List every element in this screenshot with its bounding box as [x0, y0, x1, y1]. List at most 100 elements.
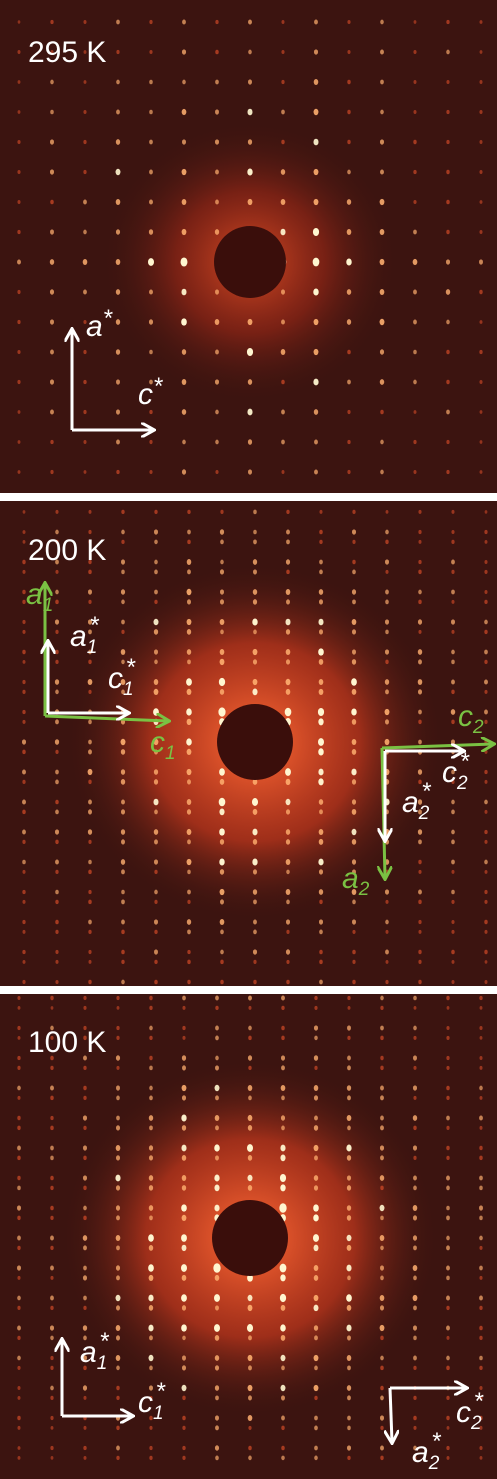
- spot: [148, 1325, 153, 1332]
- spot: [22, 930, 25, 934]
- spot: [418, 960, 421, 964]
- spot: [55, 870, 58, 874]
- spot: [380, 259, 385, 265]
- spot: [83, 996, 86, 1000]
- spot: [154, 930, 157, 934]
- spot: [413, 996, 417, 1001]
- spot: [149, 1036, 152, 1040]
- spot: [187, 510, 190, 514]
- spot: [116, 1386, 119, 1390]
- spot: [380, 1006, 383, 1010]
- spot: [215, 1026, 219, 1031]
- spot: [50, 1306, 53, 1310]
- spot: [116, 1155, 120, 1160]
- spot: [247, 1175, 252, 1182]
- spot: [17, 996, 20, 1000]
- beam-stop: [217, 704, 293, 780]
- spot: [182, 1245, 187, 1251]
- spot: [220, 889, 225, 895]
- spot: [446, 1146, 449, 1150]
- spot: [18, 410, 21, 414]
- spot: [418, 889, 422, 894]
- spot: [149, 1355, 154, 1361]
- spot: [413, 1036, 416, 1040]
- spot: [480, 410, 483, 414]
- spot: [479, 1246, 482, 1250]
- spot: [187, 900, 190, 904]
- spot: [451, 709, 455, 715]
- spot: [50, 1126, 53, 1131]
- spot: [446, 1336, 449, 1340]
- spot: [154, 570, 158, 575]
- spot: [446, 1295, 450, 1300]
- spot: [187, 829, 192, 835]
- spot: [149, 1426, 152, 1430]
- spot: [18, 110, 21, 114]
- spot: [446, 1325, 450, 1330]
- label-part: *: [99, 1328, 109, 1355]
- spot: [413, 50, 416, 54]
- spot: [451, 739, 455, 744]
- spot: [248, 50, 252, 55]
- spot: [116, 1125, 120, 1130]
- spot: [116, 996, 119, 1000]
- spot: [479, 1366, 482, 1370]
- spot: [248, 1115, 253, 1121]
- spot: [50, 1266, 54, 1271]
- spot: [17, 1026, 20, 1030]
- spot: [88, 950, 91, 954]
- spot: [83, 1456, 86, 1460]
- label-part: a: [86, 310, 103, 343]
- spot: [380, 1186, 383, 1190]
- spot: [380, 1125, 384, 1130]
- spot: [484, 530, 487, 534]
- spot: [17, 1146, 21, 1151]
- spot: [149, 1095, 153, 1100]
- spot: [319, 869, 323, 874]
- spot: [380, 1155, 384, 1160]
- spot: [149, 1305, 153, 1311]
- spot: [253, 949, 257, 954]
- spot: [479, 380, 482, 384]
- label-part: 2: [456, 773, 468, 794]
- spot: [22, 780, 25, 784]
- spot: [182, 1416, 185, 1421]
- spot: [446, 1416, 449, 1420]
- spot: [451, 540, 454, 544]
- spot: [280, 1184, 285, 1191]
- spot: [413, 259, 418, 265]
- spot: [446, 1366, 450, 1371]
- spot: [484, 930, 487, 934]
- label-part: a: [80, 1336, 97, 1369]
- spot: [22, 739, 26, 744]
- spot: [313, 1305, 318, 1312]
- spot: [116, 1066, 119, 1070]
- spot: [347, 1115, 352, 1121]
- spot: [17, 259, 21, 264]
- spot: [181, 1115, 186, 1122]
- spot: [50, 1085, 54, 1090]
- spot: [281, 1416, 285, 1421]
- spot: [314, 169, 319, 175]
- spot: [18, 80, 21, 84]
- spot: [18, 1036, 21, 1040]
- spot: [22, 860, 26, 865]
- spot: [17, 140, 20, 144]
- spot: [314, 1036, 318, 1041]
- spot: [215, 80, 219, 85]
- spot: [88, 510, 91, 514]
- spot: [347, 1385, 351, 1391]
- spot: [116, 50, 119, 54]
- spot: [17, 1086, 21, 1091]
- spot: [446, 289, 450, 295]
- spot: [248, 1125, 252, 1131]
- spot: [220, 779, 225, 785]
- spot: [253, 659, 257, 664]
- spot: [219, 858, 224, 865]
- spot: [182, 20, 186, 25]
- spot: [385, 689, 389, 694]
- spot: [314, 1185, 318, 1190]
- spot: [285, 619, 290, 626]
- spot: [116, 1366, 120, 1371]
- spot: [22, 870, 25, 874]
